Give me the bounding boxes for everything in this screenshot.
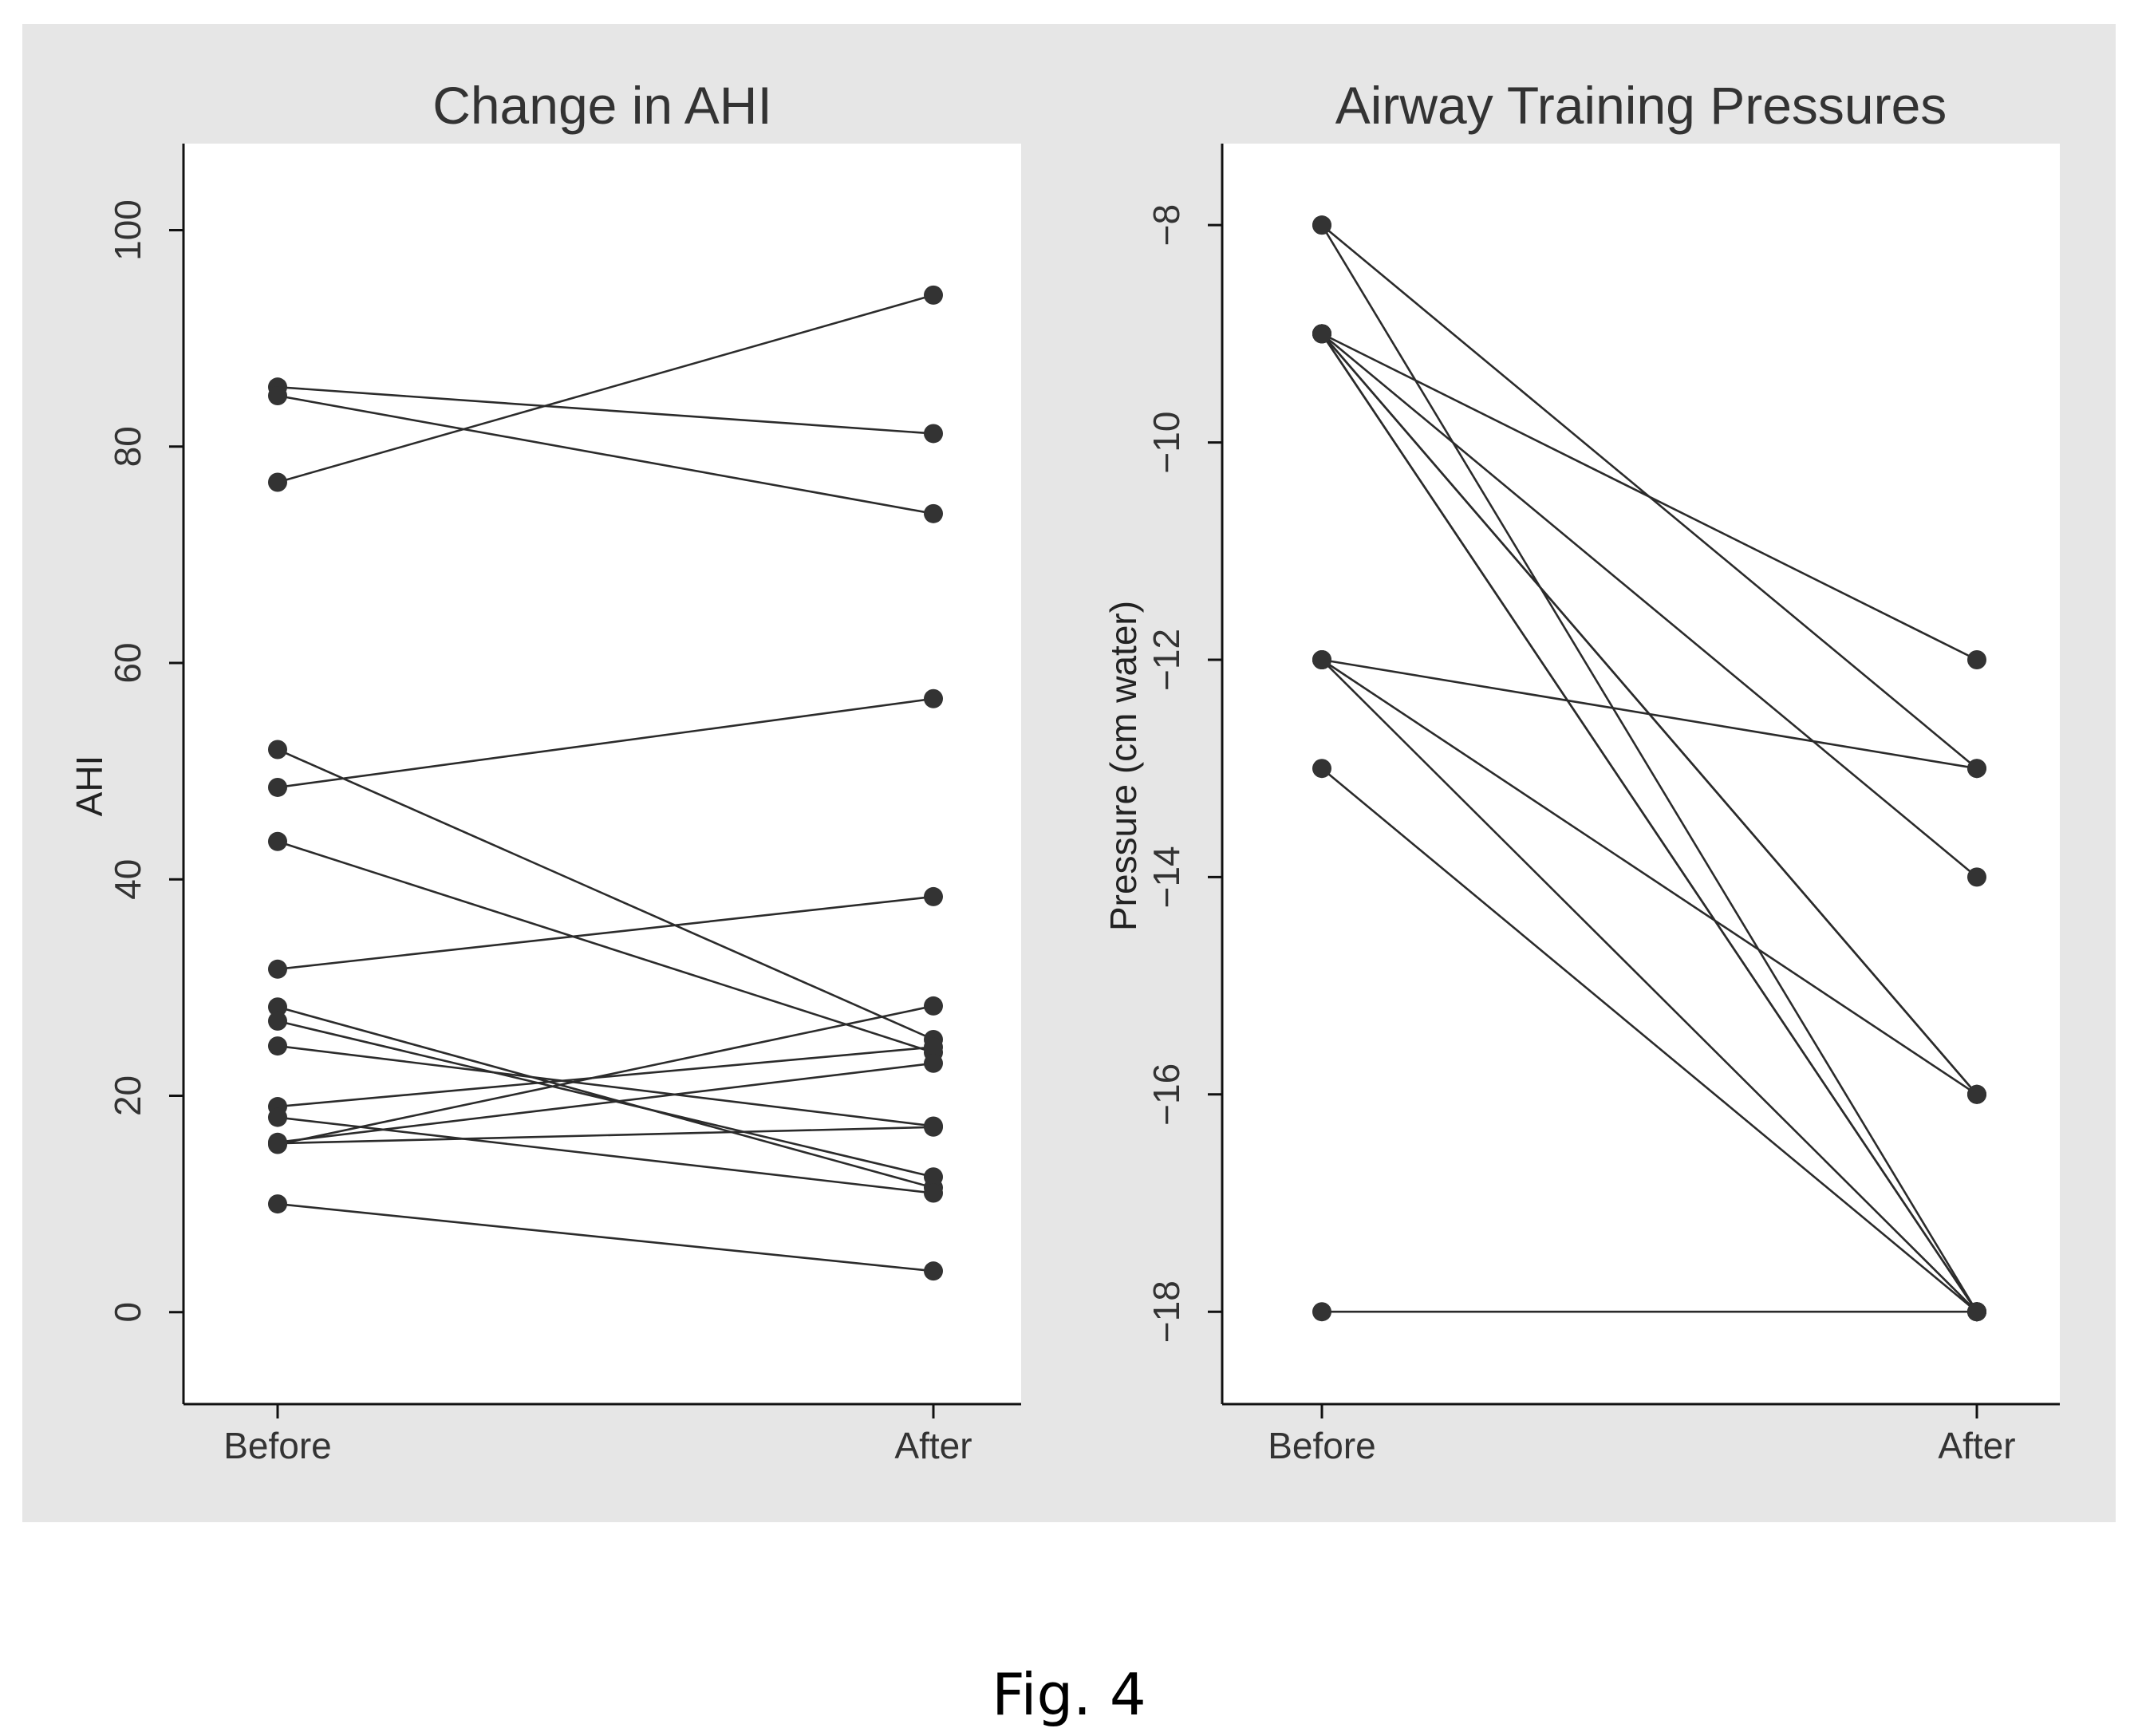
series-line — [1321, 333, 1978, 661]
y-tick-label: −8 — [1146, 204, 1187, 246]
y-tick-label: 40 — [107, 859, 148, 900]
series-line — [1320, 224, 1978, 1312]
data-point — [1967, 867, 1986, 887]
x-tick-label: After — [1938, 1425, 2015, 1466]
x-tick-label: Before — [1268, 1425, 1376, 1466]
data-point — [924, 1261, 943, 1281]
series-line — [1320, 333, 1978, 1312]
y-tick-label: −12 — [1146, 629, 1187, 691]
y-tick-label: −10 — [1146, 412, 1187, 474]
data-point — [924, 503, 943, 523]
data-point — [1967, 1302, 1986, 1322]
series-line — [277, 895, 934, 971]
data-point — [268, 1194, 287, 1214]
x-ticks: Before After — [223, 1404, 972, 1466]
series-line — [277, 697, 934, 789]
data-point — [1312, 759, 1331, 779]
chart-title: Airway Training Pressures — [1335, 76, 1947, 135]
data-point — [268, 831, 287, 851]
y-tick-label: 0 — [107, 1302, 148, 1323]
figure-caption: Fig. 4 — [992, 1661, 1146, 1728]
y-ticks: 0 20 40 60 80 100 — [107, 199, 183, 1323]
series-lines — [1320, 224, 1978, 1313]
series-line — [1321, 658, 1978, 1095]
y-tick-label: 20 — [107, 1075, 148, 1116]
x-ticks: Before After — [1268, 1404, 2016, 1466]
series-line — [1321, 333, 1978, 878]
data-point — [1967, 759, 1986, 779]
data-point — [268, 997, 287, 1017]
series-points — [268, 285, 943, 1281]
y-tick-label: −18 — [1146, 1280, 1187, 1343]
y-ticks: −8 −10 −12 −14 −16 −18 — [1146, 204, 1222, 1343]
data-point — [924, 688, 943, 708]
data-point — [924, 285, 943, 305]
chart-title: Change in AHI — [432, 76, 772, 135]
series-line — [1321, 658, 1978, 770]
series-line — [277, 1062, 934, 1144]
data-point — [924, 1183, 943, 1203]
data-point — [268, 740, 287, 760]
y-axis-label: Pressure (cm water) — [1103, 601, 1144, 931]
series-lines — [277, 294, 934, 1272]
x-tick-label: Before — [223, 1425, 332, 1466]
data-point — [1312, 324, 1331, 344]
data-point — [924, 1053, 943, 1073]
data-point — [924, 1117, 943, 1137]
data-point — [924, 996, 943, 1016]
data-point — [268, 1134, 287, 1154]
series-points — [1312, 215, 1986, 1322]
series-line — [277, 1046, 934, 1108]
series-line — [277, 1020, 934, 1178]
data-point — [1967, 649, 1986, 669]
series-line — [277, 1202, 934, 1272]
data-point — [924, 424, 943, 444]
data-point — [924, 1037, 943, 1057]
series-line — [277, 748, 934, 1041]
data-point — [1967, 1084, 1986, 1104]
ahi-panel: Change in AHI AHI 0 20 40 60 80 100 Before Aft… — [69, 76, 1021, 1466]
data-point — [268, 472, 287, 492]
data-point — [268, 1011, 287, 1031]
series-line — [277, 294, 934, 483]
data-point — [924, 886, 943, 906]
y-tick-label: 60 — [107, 642, 148, 683]
series-line — [277, 394, 934, 515]
series-line — [277, 840, 934, 1054]
y-tick-label: −16 — [1146, 1063, 1187, 1126]
series-line — [277, 1126, 934, 1145]
y-axis-label: AHI — [69, 756, 110, 817]
series-line — [277, 1006, 934, 1190]
data-point — [1312, 215, 1331, 235]
data-point — [924, 1167, 943, 1187]
y-tick-label: −14 — [1146, 846, 1187, 908]
data-point — [268, 1036, 287, 1056]
series-line — [277, 385, 934, 435]
y-tick-label: 80 — [107, 426, 148, 467]
data-point — [268, 1107, 287, 1127]
plot-area — [183, 144, 1021, 1404]
data-point — [1312, 649, 1331, 669]
pressure-panel: Airway Training Pressures Pressure (cm w… — [1103, 76, 2060, 1466]
data-point — [1312, 1302, 1331, 1322]
series-line — [277, 1004, 934, 1146]
y-tick-label: 100 — [107, 199, 148, 261]
series-line — [1321, 659, 1978, 1313]
data-point — [268, 777, 287, 797]
x-tick-label: After — [894, 1425, 972, 1466]
data-point — [268, 959, 287, 979]
series-line — [277, 1044, 934, 1127]
plot-area — [1222, 144, 2060, 1404]
data-point — [268, 386, 287, 405]
series-line — [1321, 767, 1978, 1313]
